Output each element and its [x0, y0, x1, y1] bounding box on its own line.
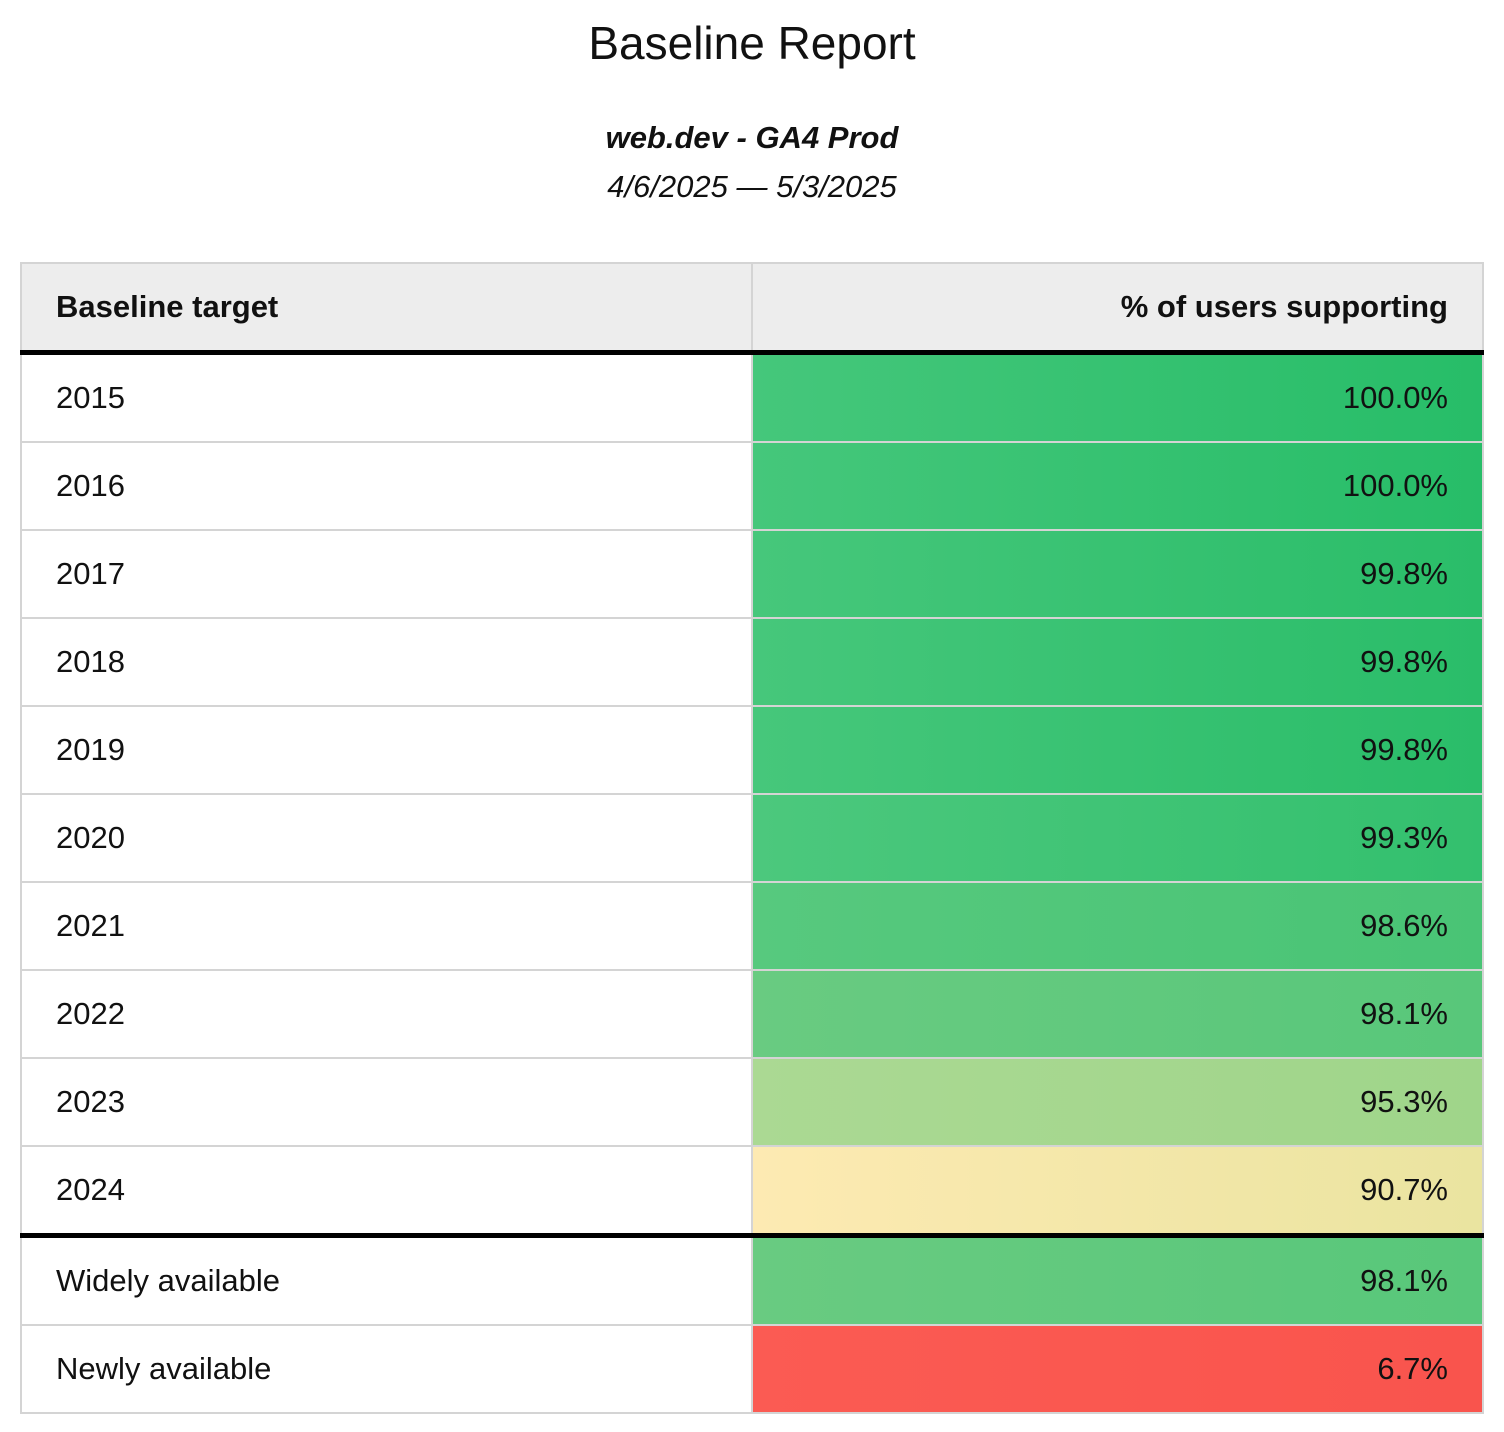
report-source: web.dev - GA4 Prod — [605, 120, 899, 155]
table-row: 2017 99.8% — [20, 529, 1484, 619]
users-supporting-cell: 99.8% — [751, 705, 1484, 795]
users-supporting-cell: 6.7% — [751, 1324, 1484, 1414]
baseline-table: Baseline target % of users supporting 20… — [20, 262, 1484, 1414]
baseline-target-cell: 2015 — [20, 351, 753, 443]
column-header-baseline-target: Baseline target — [20, 262, 753, 355]
users-supporting-cell: 99.8% — [751, 617, 1484, 707]
users-supporting-cell: 99.3% — [751, 793, 1484, 883]
users-supporting-cell: 100.0% — [751, 441, 1484, 531]
table-row: Widely available 98.1% — [20, 1233, 1484, 1326]
table-row: 2019 99.8% — [20, 705, 1484, 795]
users-supporting-cell: 95.3% — [751, 1057, 1484, 1147]
table-row: 2020 99.3% — [20, 793, 1484, 883]
baseline-target-cell: 2021 — [20, 881, 753, 971]
users-supporting-cell: 98.1% — [751, 969, 1484, 1059]
baseline-target-cell: 2022 — [20, 969, 753, 1059]
table-row: 2018 99.8% — [20, 617, 1484, 707]
page-title: Baseline Report — [588, 17, 916, 69]
baseline-target-cell: Newly available — [20, 1324, 753, 1414]
table-row: 2022 98.1% — [20, 969, 1484, 1059]
baseline-target-cell: 2020 — [20, 793, 753, 883]
baseline-target-cell: Widely available — [20, 1233, 753, 1326]
users-supporting-cell: 90.7% — [751, 1145, 1484, 1237]
baseline-target-cell: 2017 — [20, 529, 753, 619]
table-body: 2015 100.0% 2016 100.0% 2017 99.8% 2018 99.8% 20… — [20, 351, 1484, 1414]
users-supporting-cell: 99.8% — [751, 529, 1484, 619]
report-date-range: 4/6/2025 — 5/3/2025 — [607, 169, 897, 204]
baseline-target-cell: 2024 — [20, 1145, 753, 1237]
users-supporting-cell: 98.6% — [751, 881, 1484, 971]
baseline-target-cell: 2023 — [20, 1057, 753, 1147]
table-row: 2021 98.6% — [20, 881, 1484, 971]
table-row: 2016 100.0% — [20, 441, 1484, 531]
report-header: Baseline Report web.dev - GA4 Prod 4/6/2… — [0, 0, 1504, 205]
table-header-row: Baseline target % of users supporting — [20, 262, 1484, 355]
table-row: 2024 90.7% — [20, 1145, 1484, 1237]
baseline-target-cell: 2016 — [20, 441, 753, 531]
table-row: Newly available 6.7% — [20, 1324, 1484, 1414]
table-row: 2015 100.0% — [20, 351, 1484, 443]
table-row: 2023 95.3% — [20, 1057, 1484, 1147]
baseline-target-cell: 2019 — [20, 705, 753, 795]
users-supporting-cell: 98.1% — [751, 1233, 1484, 1326]
column-header-users-supporting: % of users supporting — [751, 262, 1484, 355]
users-supporting-cell: 100.0% — [751, 351, 1484, 443]
baseline-target-cell: 2018 — [20, 617, 753, 707]
